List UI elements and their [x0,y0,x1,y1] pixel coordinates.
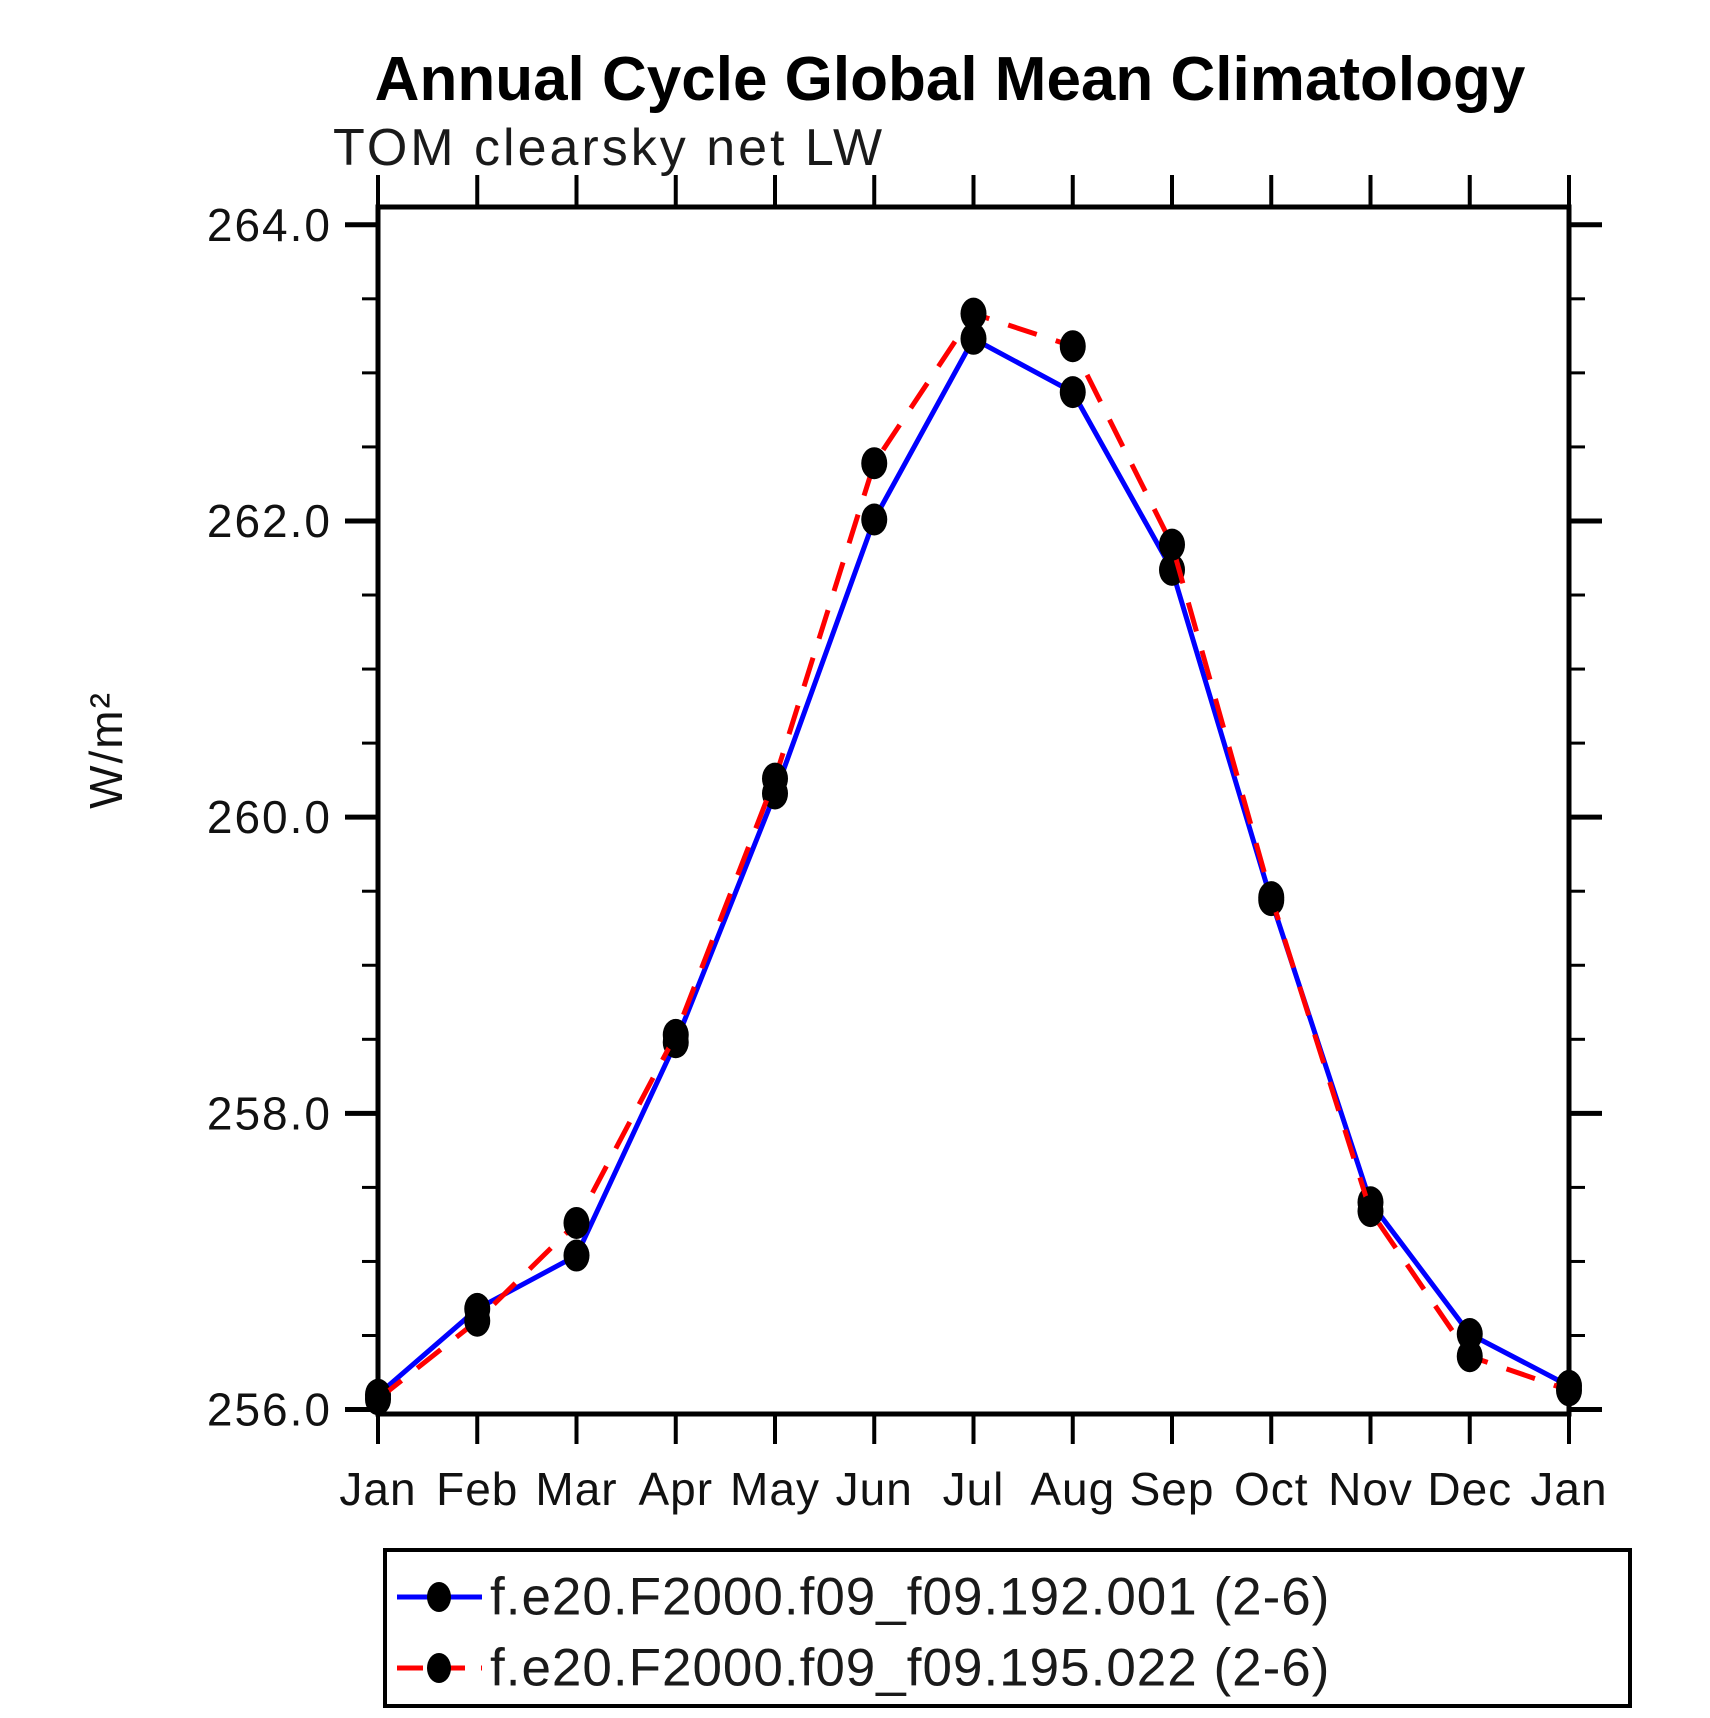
data-point-marker [1159,528,1185,561]
data-point-marker [365,1383,391,1416]
data-point-marker [1258,881,1285,914]
legend-sample-marker [427,1582,451,1612]
chart-title: Annual Cycle Global Mean Climatology [375,45,1526,114]
data-point-marker [1357,1195,1384,1228]
data-point-marker [662,1018,689,1051]
data-point-marker [1556,1374,1582,1407]
plot-frame [375,204,1572,1417]
x-tick-label: Jan [1530,1463,1607,1515]
y-tick-label: 258.0 [207,1087,332,1139]
data-point-marker [464,1304,491,1337]
x-tick-label: Sep [1130,1463,1215,1515]
legend-sample-marker [427,1653,451,1683]
y-axis-title: W/m² [80,691,132,809]
x-tick-label: Apr [638,1463,713,1515]
data-point-marker [1059,376,1086,409]
data-point-marker [762,762,788,795]
data-point-marker [861,447,888,480]
data-point-marker [1456,1340,1483,1373]
x-tick-label: Jan [339,1463,416,1515]
axis-ticks [345,175,1602,1444]
y-tick-label: 262.0 [207,495,332,547]
legend-box [383,1548,1632,1708]
series-line-1 [376,310,1570,1402]
chart-subtitle: TOM clearsky net LW [333,119,885,177]
axis-tick-labels: 256.0 258.0 260.0 262.0 264.0 Jan Feb Mar Apr May… [207,199,1607,1515]
legend-label-1: f.e20.F2000.f09_f09.195.022 (2-6) [490,1639,1330,1698]
x-tick-label: Aug [1030,1463,1115,1515]
legend: f.e20.F2000.f09_f09.192.001 (2-6) f.e20.F… [383,1548,1632,1708]
data-point-marker [960,322,987,355]
data-point-marker [1456,1318,1483,1351]
x-tick-label: Nov [1328,1463,1413,1515]
data-point-marker [563,1206,590,1239]
x-tick-label: May [730,1463,820,1515]
data-point-marker [563,1239,590,1272]
x-tick-label: Mar [535,1463,617,1515]
data-series [365,297,1582,1416]
x-tick-label: Jul [943,1463,1005,1515]
data-point-marker [960,297,987,330]
x-tick-label: Feb [436,1463,518,1515]
x-tick-label: Jun [836,1463,913,1515]
y-tick-label: 260.0 [207,791,332,843]
plot-frame-box [375,204,1572,1417]
x-tick-label: Dec [1427,1463,1512,1515]
y-tick-label: 256.0 [207,1384,332,1436]
data-point-marker [861,503,888,536]
y-tick-label: 264.0 [207,199,332,251]
x-tick-label: Oct [1234,1463,1309,1515]
legend-label-0: f.e20.F2000.f09_f09.192.001 (2-6) [490,1568,1330,1627]
data-point-marker [1059,330,1086,363]
